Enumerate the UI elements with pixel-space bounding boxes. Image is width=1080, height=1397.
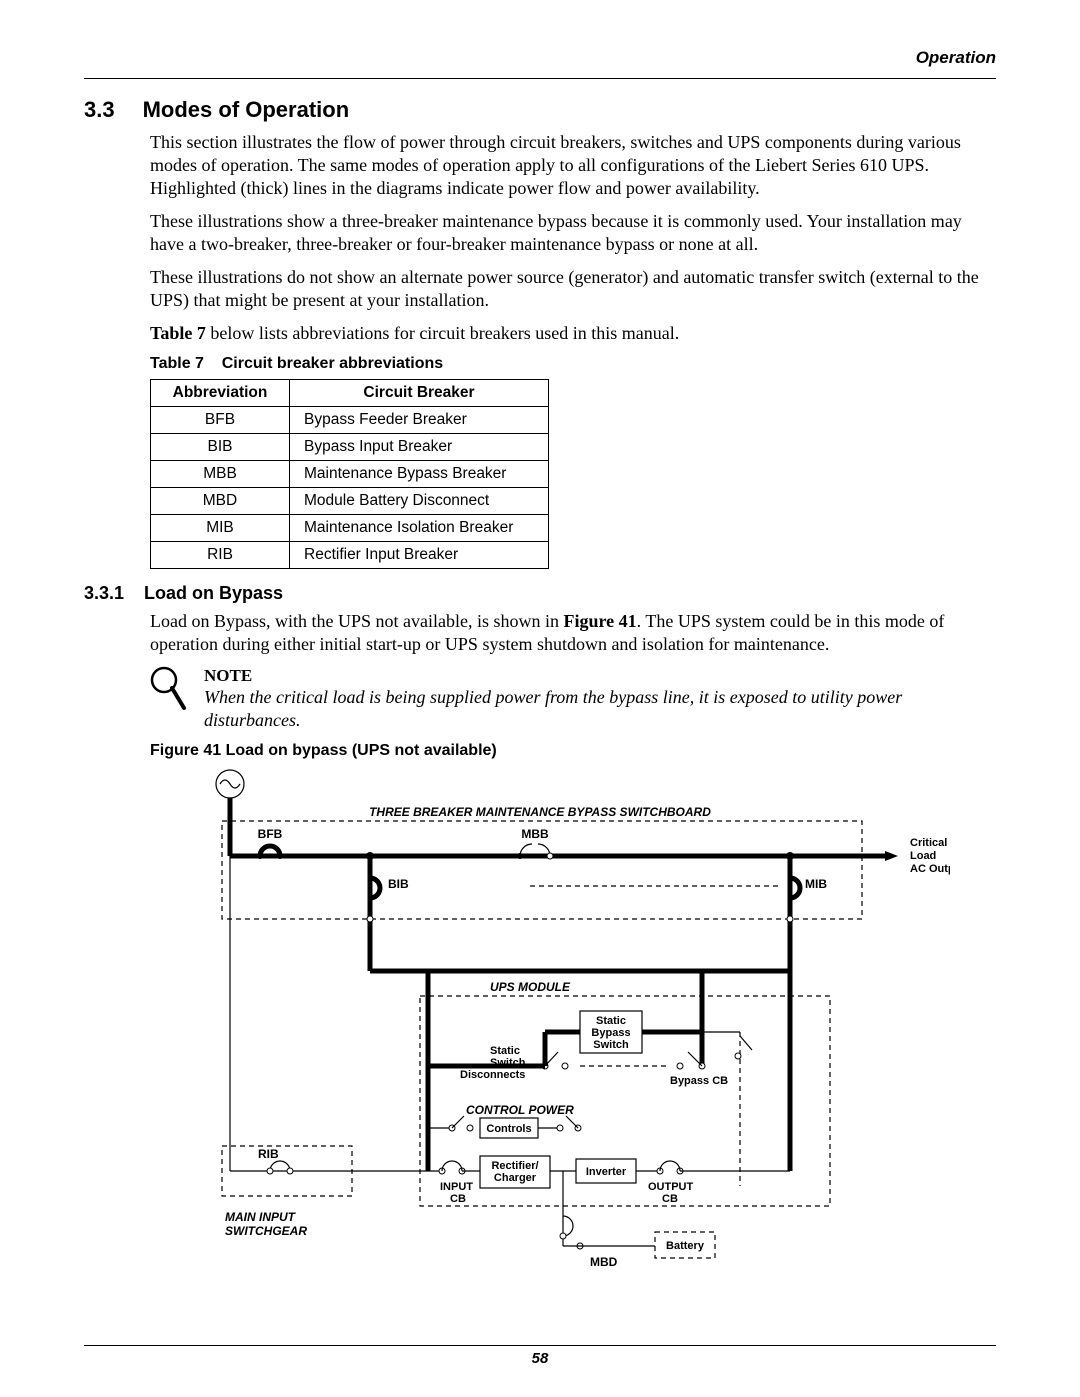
lbl-mis1: MAIN INPUT xyxy=(225,1210,297,1224)
table-caption: Table 7 Circuit breaker abbreviations xyxy=(150,355,996,373)
col-abbrev: Abbreviation xyxy=(151,380,290,407)
figure-diagram: THREE BREAKER MAINTENANCE BYPASS SWITCHB… xyxy=(150,766,996,1331)
lbl-bfb: BFB xyxy=(258,827,283,841)
subsection-heading: 3.3.1 Load on Bypass xyxy=(84,583,996,604)
figure-ref: Figure 41 xyxy=(563,611,636,631)
lbl-rib: RIB xyxy=(258,1147,279,1161)
magnifier-icon xyxy=(150,666,186,712)
section-title: Modes of Operation xyxy=(143,97,350,123)
note-block: NOTE When the critical load is being sup… xyxy=(150,666,996,732)
lbl-sbs2: Bypass xyxy=(591,1027,630,1039)
top-rule xyxy=(84,78,996,79)
table-header-row: Abbreviation Circuit Breaker xyxy=(151,380,549,407)
cell: BFB xyxy=(151,407,290,434)
lbl-ssd1: Static xyxy=(490,1045,520,1057)
lbl-cp: CONTROL POWER xyxy=(466,1103,574,1117)
page-number: 58 xyxy=(84,1350,996,1367)
lbl-rect2: Charger xyxy=(494,1172,537,1184)
cell: MIB xyxy=(151,515,290,542)
lbl-inputcb1: INPUT xyxy=(440,1181,473,1193)
note-body: When the critical load is being supplied… xyxy=(204,686,996,732)
lbl-sbs1: Static xyxy=(596,1015,626,1027)
lbl-mbb: MBB xyxy=(521,827,549,841)
cell: Rectifier Input Breaker xyxy=(290,542,549,569)
lbl-crit3: AC Output xyxy=(910,863,950,875)
table-row: MBDModule Battery Disconnect xyxy=(151,488,549,515)
lbl-ssd3: Disconnects xyxy=(460,1069,525,1081)
lbl-outcb1: OUTPUT xyxy=(648,1181,694,1193)
cell: MBD xyxy=(151,488,290,515)
sub-para-a: Load on Bypass, with the UPS not availab… xyxy=(150,611,563,631)
cell: Bypass Input Breaker xyxy=(290,434,549,461)
table-row: RIBRectifier Input Breaker xyxy=(151,542,549,569)
col-breaker: Circuit Breaker xyxy=(290,380,549,407)
lbl-rect1: Rectifier/ xyxy=(491,1160,538,1172)
note-title: NOTE xyxy=(204,666,996,686)
running-header: Operation xyxy=(84,48,996,68)
table-caption-num: Table 7 xyxy=(150,355,204,372)
lbl-sbs3: Switch xyxy=(593,1039,629,1051)
subsection-number: 3.3.1 xyxy=(84,583,124,604)
lbl-outcb2: CB xyxy=(662,1193,678,1205)
para-2: These illustrations show a three-breaker… xyxy=(150,210,996,256)
cell: BIB xyxy=(151,434,290,461)
para-3: These illustrations do not show an alter… xyxy=(150,266,996,312)
lbl-crit2: Load xyxy=(910,850,936,862)
table-row: MIBMaintenance Isolation Breaker xyxy=(151,515,549,542)
lbl-ups: UPS MODULE xyxy=(490,980,571,994)
subsection-title: Load on Bypass xyxy=(144,583,283,604)
lbl-battery: Battery xyxy=(666,1240,705,1252)
cell: Maintenance Bypass Breaker xyxy=(290,461,549,488)
lbl-mis2: SWITCHGEAR xyxy=(225,1224,307,1238)
section-number: 3.3 xyxy=(84,97,115,123)
para-4-tail: below lists abbreviations for circuit br… xyxy=(206,323,679,343)
footer-rule xyxy=(84,1345,996,1346)
table-ref: Table 7 xyxy=(150,323,206,343)
para-4: Table 7 below lists abbreviations for ci… xyxy=(150,322,996,345)
cell: Module Battery Disconnect xyxy=(290,488,549,515)
lbl-bypasscb: Bypass CB xyxy=(670,1075,728,1087)
footer: 58 xyxy=(84,1345,996,1367)
cell: RIB xyxy=(151,542,290,569)
table-row: BIBBypass Input Breaker xyxy=(151,434,549,461)
table-row: MBBMaintenance Bypass Breaker xyxy=(151,461,549,488)
lbl-bib: BIB xyxy=(388,877,409,891)
abbreviation-table: Abbreviation Circuit Breaker BFBBypass F… xyxy=(150,379,549,569)
lbl-controls: Controls xyxy=(486,1123,531,1135)
para-1: This section illustrates the flow of pow… xyxy=(150,131,996,200)
table-caption-text: Circuit breaker abbreviations xyxy=(222,355,443,372)
lbl-mbd: MBD xyxy=(590,1255,618,1269)
cell: Maintenance Isolation Breaker xyxy=(290,515,549,542)
sub-para: Load on Bypass, with the UPS not availab… xyxy=(150,610,996,656)
lbl-mib: MIB xyxy=(805,877,827,891)
figure-caption: Figure 41 Load on bypass (UPS not availa… xyxy=(150,742,996,760)
section-heading: 3.3 Modes of Operation xyxy=(84,97,996,123)
table-row: BFBBypass Feeder Breaker xyxy=(151,407,549,434)
lbl-switchboard: THREE BREAKER MAINTENANCE BYPASS SWITCHB… xyxy=(369,805,711,819)
cell: Bypass Feeder Breaker xyxy=(290,407,549,434)
cell: MBB xyxy=(151,461,290,488)
lbl-inputcb2: CB xyxy=(450,1193,466,1205)
lbl-crit1: Critical xyxy=(910,837,947,849)
lbl-inverter: Inverter xyxy=(586,1166,627,1178)
